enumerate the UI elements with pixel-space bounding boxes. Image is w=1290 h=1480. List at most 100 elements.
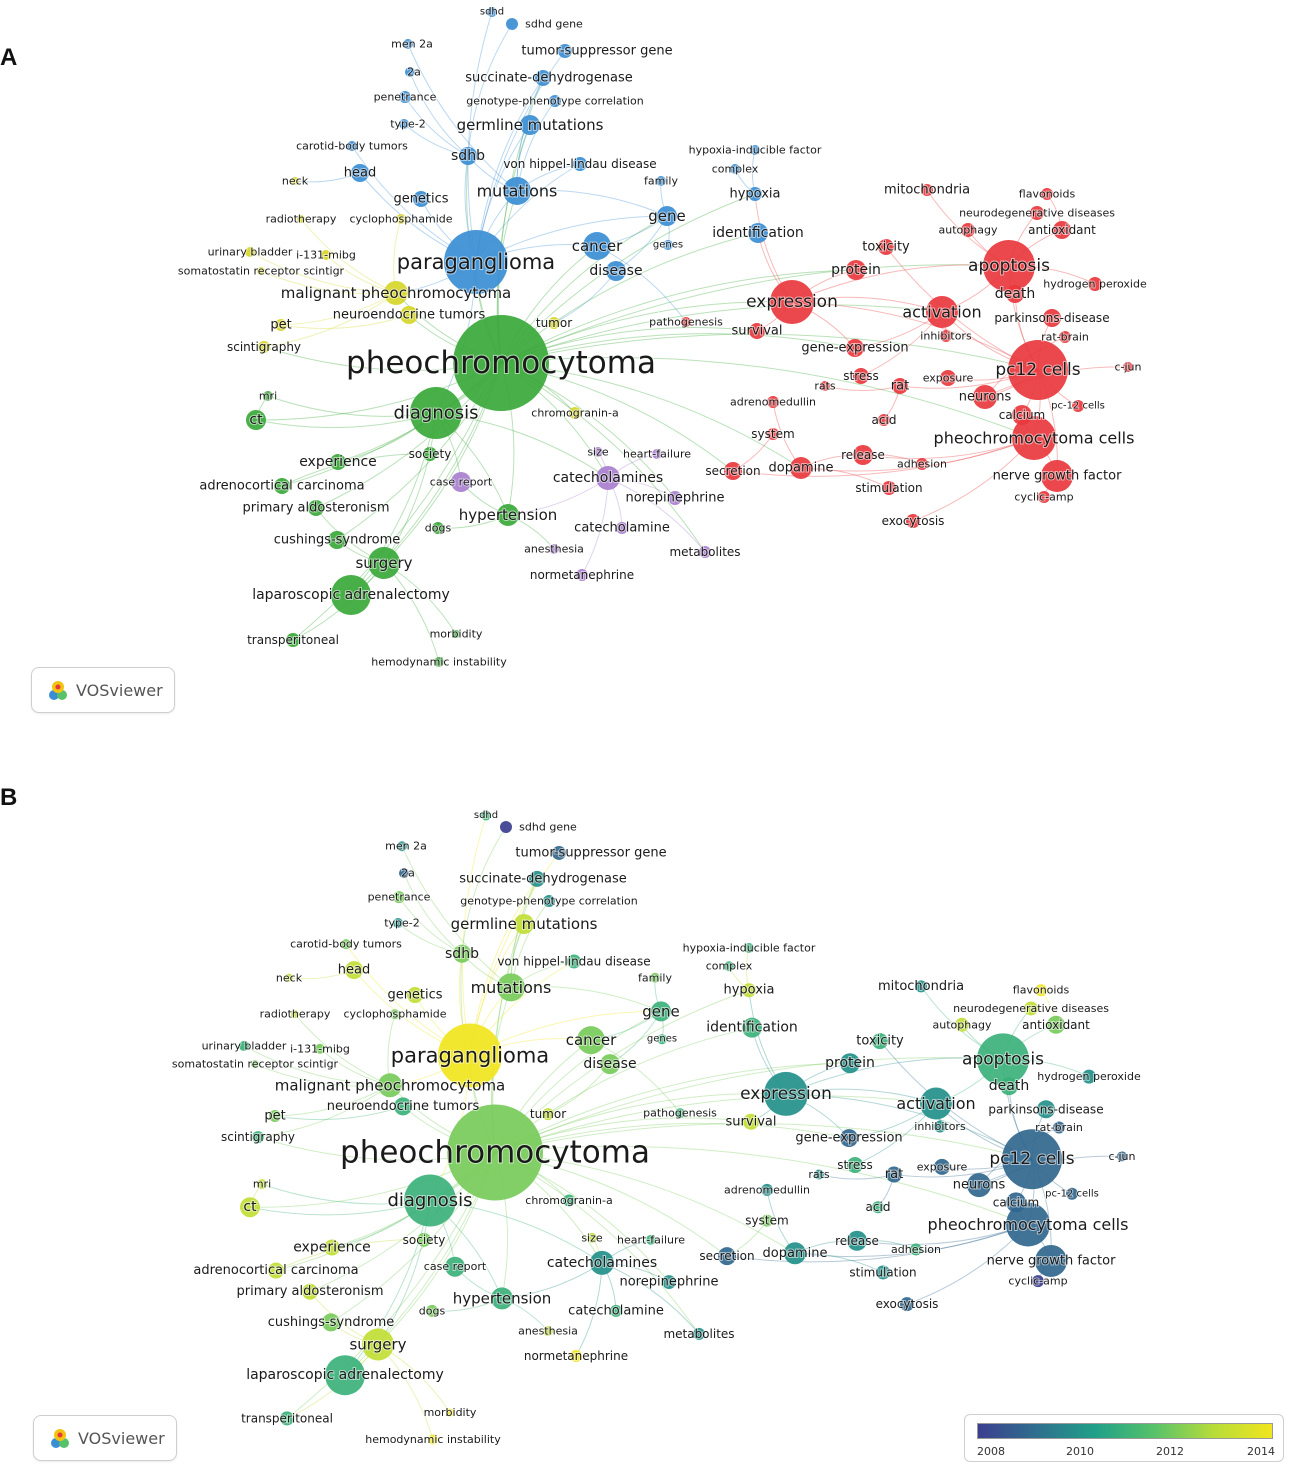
label-von-hippel-lindau-disease[interactable]: von hippel-lindau disease: [502, 156, 657, 172]
node-transperitoneal[interactable]: [280, 1411, 294, 1426]
label-pheochromocytoma[interactable]: pheochromocytoma: [345, 344, 657, 382]
label-genes[interactable]: genes: [652, 239, 684, 252]
label-pc12-cells[interactable]: pc12 cells: [988, 1148, 1075, 1170]
node-hemodynamic-instability[interactable]: [428, 1434, 438, 1445]
label-autophagy[interactable]: autophagy: [938, 223, 999, 238]
label-adrenocortical-carcinoma[interactable]: adrenocortical carcinoma: [198, 478, 365, 495]
label-cancer[interactable]: cancer: [565, 1030, 618, 1050]
node-inhibitors[interactable]: [940, 330, 952, 342]
node-anesthesia[interactable]: [543, 1326, 553, 1337]
node-nerve-growth-factor[interactable]: [1041, 460, 1073, 492]
label-adrenocortical-carcinoma[interactable]: adrenocortical carcinoma: [192, 1262, 359, 1279]
node-type-2[interactable]: [393, 918, 403, 929]
node-hypoxia[interactable]: [748, 187, 762, 201]
label-germline-mutations[interactable]: germline mutations: [450, 914, 599, 934]
label-cyclophosphamide[interactable]: cyclophosphamide: [342, 1007, 447, 1022]
node-acid[interactable]: [872, 1201, 884, 1214]
node-norepinephrine[interactable]: [662, 1275, 676, 1290]
node-transperitoneal[interactable]: [286, 633, 300, 647]
node-protein[interactable]: [846, 260, 866, 280]
node-gene[interactable]: [651, 1001, 671, 1022]
node-neurodegenerative-diseases[interactable]: [1024, 1001, 1038, 1016]
node-parkinsons-disease[interactable]: [1043, 309, 1061, 327]
label-cushings-syndrome[interactable]: cushings-syndrome: [273, 532, 402, 549]
label-sdhd-gene[interactable]: sdhd gene: [518, 820, 578, 835]
label-rat-brain[interactable]: rat-brain: [1040, 330, 1090, 345]
node-secretion[interactable]: [724, 462, 742, 480]
label-genotype-phenotype-correlation[interactable]: genotype-phenotype correlation: [459, 893, 639, 908]
node-activation[interactable]: [926, 296, 958, 328]
label-dogs[interactable]: dogs: [418, 1303, 447, 1318]
label-calcium[interactable]: calcium: [992, 1194, 1041, 1210]
node-rat[interactable]: [892, 378, 908, 394]
node-neck[interactable]: [285, 973, 293, 982]
node-genes[interactable]: [663, 240, 673, 250]
node-antioxidant[interactable]: [1053, 221, 1071, 239]
label-protein[interactable]: protein: [830, 261, 882, 279]
label-tumor[interactable]: tumor: [535, 315, 573, 331]
label-head[interactable]: head: [337, 962, 371, 979]
node-radiotherapy[interactable]: [297, 215, 305, 223]
node-cancer[interactable]: [583, 232, 611, 260]
node-2a[interactable]: [405, 67, 415, 77]
node-genotype-phenotype-correlation[interactable]: [549, 95, 561, 107]
node-autophagy[interactable]: [961, 223, 975, 237]
label-anesthesia[interactable]: anesthesia: [517, 1324, 579, 1339]
node-cancer[interactable]: [577, 1026, 605, 1055]
label-germline-mutations[interactable]: germline mutations: [456, 115, 605, 135]
label-stress[interactable]: stress: [842, 368, 880, 384]
label-neck[interactable]: neck: [275, 970, 304, 985]
label-nerve-growth-factor[interactable]: nerve growth factor: [986, 1252, 1118, 1269]
node-dogs[interactable]: [432, 522, 444, 534]
label-cyclophosphamide[interactable]: cyclophosphamide: [348, 212, 453, 227]
node-death[interactable]: [1000, 1077, 1018, 1096]
node-genes[interactable]: [657, 1034, 667, 1045]
node-ct[interactable]: [246, 410, 266, 430]
label-complex[interactable]: complex: [705, 959, 754, 974]
label-pathogenesis[interactable]: pathogenesis: [648, 315, 724, 330]
label-c-jun[interactable]: c-jun: [1107, 1149, 1136, 1164]
node-chromogranin-a[interactable]: [569, 407, 581, 419]
label-gene-expression[interactable]: gene-expression: [794, 1130, 903, 1147]
label-adhesion[interactable]: adhesion: [890, 1242, 942, 1257]
label-hypertension[interactable]: hypertension: [452, 1288, 553, 1308]
label-size[interactable]: size: [580, 1230, 604, 1245]
label-pc-12-cells[interactable]: pc-12 cells: [1050, 400, 1106, 413]
label-gene-expression[interactable]: gene-expression: [800, 340, 909, 357]
label-primary-aldosteronism[interactable]: primary aldosteronism: [236, 1283, 385, 1300]
node-neuroendocrine-tumors[interactable]: [400, 306, 418, 324]
node-succinate-dehydrogenase[interactable]: [529, 870, 545, 887]
node-neurons[interactable]: [967, 1173, 991, 1198]
label-tumor-suppressor-gene[interactable]: tumor-suppressor gene: [514, 844, 667, 861]
node-expression[interactable]: [764, 1071, 808, 1116]
label-pheochromocytoma-cells[interactable]: pheochromocytoma cells: [927, 1214, 1130, 1235]
label-flavonoids[interactable]: flavonoids: [1012, 983, 1071, 998]
label-type-2[interactable]: type-2: [383, 916, 421, 931]
node-urinary-bladder[interactable]: [239, 1040, 249, 1051]
label-urinary-bladder[interactable]: urinary bladder: [201, 1038, 288, 1053]
label-mri[interactable]: mri: [252, 1177, 272, 1192]
label-exocytosis[interactable]: exocytosis: [875, 1296, 940, 1312]
node-flavonoids[interactable]: [1035, 984, 1047, 997]
label-laparoscopic-adrenalectomy[interactable]: laparoscopic adrenalectomy: [251, 586, 451, 604]
label-hypoxia[interactable]: hypoxia: [728, 186, 781, 203]
node-diagnosis[interactable]: [410, 387, 462, 439]
label-sdhd-gene[interactable]: sdhd gene: [524, 17, 584, 32]
panel-b-network[interactable]: sdhd sdhd gene men 2a tumor-suppressor gene…: [0, 760, 1290, 1480]
node-cushings-syndrome[interactable]: [322, 1313, 340, 1332]
label-2a[interactable]: 2a: [406, 65, 422, 80]
node-case-report[interactable]: [451, 472, 471, 492]
label-experience[interactable]: experience: [298, 453, 378, 471]
label-toxicity[interactable]: toxicity: [855, 1033, 905, 1050]
label-somatostatin-receptor-scintigr[interactable]: somatostatin receptor scintigr: [171, 1057, 340, 1072]
node-men-2a[interactable]: [403, 39, 413, 49]
label-hypoxia-inducible-factor[interactable]: hypoxia-inducible factor: [688, 143, 823, 158]
label-sdhd[interactable]: sdhd: [479, 6, 505, 19]
node-paraganglioma[interactable]: [444, 230, 508, 294]
label-antioxidant[interactable]: antioxidant: [1027, 222, 1097, 238]
node-expression[interactable]: [770, 280, 814, 324]
label-rat[interactable]: rat: [884, 1166, 904, 1183]
node-rat[interactable]: [886, 1166, 902, 1183]
node-pet[interactable]: [269, 1110, 281, 1122]
node-primary-aldosteronism[interactable]: [308, 500, 324, 516]
